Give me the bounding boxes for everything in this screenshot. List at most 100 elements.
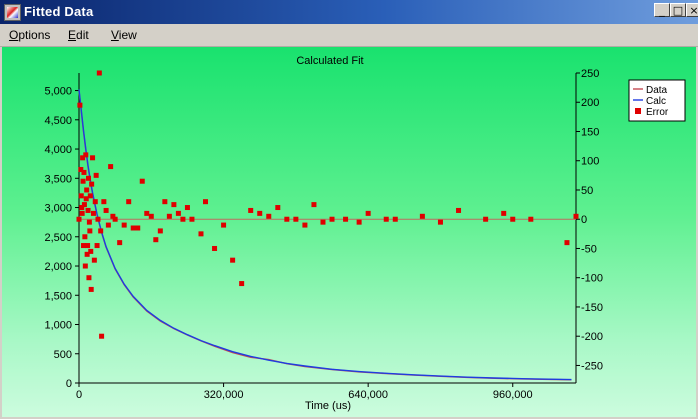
minimize-button[interactable]: _: [654, 3, 670, 17]
title-bar[interactable]: Fitted Data _ □ ×: [0, 0, 698, 24]
error-point: [135, 225, 141, 231]
error-point: [329, 216, 335, 222]
error-point: [81, 243, 87, 249]
error-point: [88, 248, 94, 254]
y-right-tick-label: -200: [581, 331, 603, 343]
error-point: [392, 216, 398, 222]
error-point: [302, 222, 308, 228]
error-point: [76, 216, 82, 222]
y-right-tick-label: 150: [581, 126, 599, 138]
error-point: [78, 167, 84, 173]
menu-edit[interactable]: Edit: [68, 28, 89, 42]
error-point: [419, 213, 425, 219]
y-left-tick-label: 1,000: [44, 320, 72, 332]
error-point: [564, 240, 570, 246]
error-point: [284, 216, 290, 222]
error-point: [311, 202, 317, 208]
error-point: [293, 216, 299, 222]
error-point: [83, 196, 89, 202]
error-point: [166, 213, 172, 219]
error-point: [96, 70, 102, 76]
error-point: [90, 155, 96, 161]
y-left-tick-label: 2,500: [44, 232, 72, 244]
error-point: [86, 275, 92, 281]
error-point: [83, 152, 89, 158]
x-tick-label: 0: [76, 389, 82, 401]
y-left-tick-label: 3,500: [44, 173, 72, 185]
x-tick-label: 320,000: [204, 389, 244, 401]
error-point: [180, 216, 186, 222]
y-right-tick-label: -100: [581, 273, 603, 285]
error-point: [275, 205, 281, 211]
maximize-button[interactable]: □: [670, 3, 686, 17]
error-point: [112, 216, 118, 222]
legend-label: Error: [646, 107, 669, 118]
calc-series-line: [78, 89, 572, 381]
error-point: [77, 102, 83, 108]
menu-bar: Options Edit View: [0, 24, 698, 47]
error-point: [85, 207, 91, 213]
error-point: [248, 207, 254, 213]
error-point: [79, 210, 85, 216]
error-point: [130, 225, 136, 231]
error-point: [343, 216, 349, 222]
error-point: [383, 216, 389, 222]
y-left-tick-label: 4,500: [44, 115, 72, 127]
error-point: [89, 181, 95, 187]
error-point: [81, 202, 87, 208]
y-left-tick-label: 1,500: [44, 290, 72, 302]
error-point: [221, 222, 227, 228]
error-point: [90, 210, 96, 216]
y-left-tick-label: 4,000: [44, 144, 72, 156]
error-point: [86, 219, 92, 225]
menu-options[interactable]: Options: [9, 28, 51, 42]
error-point: [79, 205, 85, 211]
error-point: [85, 175, 91, 181]
error-point: [139, 178, 145, 184]
y-left-tick-label: 5,000: [44, 86, 72, 98]
y-left-tick-label: 0: [66, 378, 72, 390]
error-point: [91, 257, 97, 263]
x-axis-label: Time (us): [305, 400, 351, 412]
error-point: [239, 281, 245, 287]
y-right-tick-label: 250: [581, 68, 599, 80]
error-point: [82, 234, 88, 240]
error-point: [95, 216, 101, 222]
error-point: [80, 178, 86, 184]
error-point: [437, 219, 443, 225]
error-point: [82, 263, 88, 269]
data-series-line: [78, 90, 572, 381]
legend-label: Calc: [646, 96, 666, 107]
error-point: [257, 210, 263, 216]
error-point: [88, 286, 94, 292]
error-point: [121, 222, 127, 228]
error-point: [365, 210, 371, 216]
error-point: [148, 213, 154, 219]
error-point: [175, 210, 181, 216]
error-point: [320, 219, 326, 225]
error-point: [84, 251, 90, 257]
error-point: [157, 228, 163, 234]
error-point: [266, 213, 272, 219]
error-point: [81, 169, 87, 175]
error-point: [87, 193, 93, 199]
error-point: [108, 164, 114, 170]
legend-label: Data: [646, 85, 668, 96]
x-tick-label: 640,000: [348, 389, 388, 401]
error-point: [356, 219, 362, 225]
error-point: [87, 228, 93, 234]
close-button[interactable]: ×: [686, 3, 698, 17]
menu-view[interactable]: View: [111, 28, 137, 42]
error-point: [153, 237, 159, 243]
error-point: [103, 207, 109, 213]
y-right-tick-label: 50: [581, 185, 593, 197]
error-point: [212, 245, 218, 251]
error-point: [510, 216, 516, 222]
error-point: [92, 199, 98, 205]
y-right-tick-label: 0: [581, 214, 587, 226]
y-right-tick-label: -250: [581, 360, 603, 372]
app-icon[interactable]: [4, 4, 21, 21]
x-tick-label: 960,000: [493, 389, 533, 401]
